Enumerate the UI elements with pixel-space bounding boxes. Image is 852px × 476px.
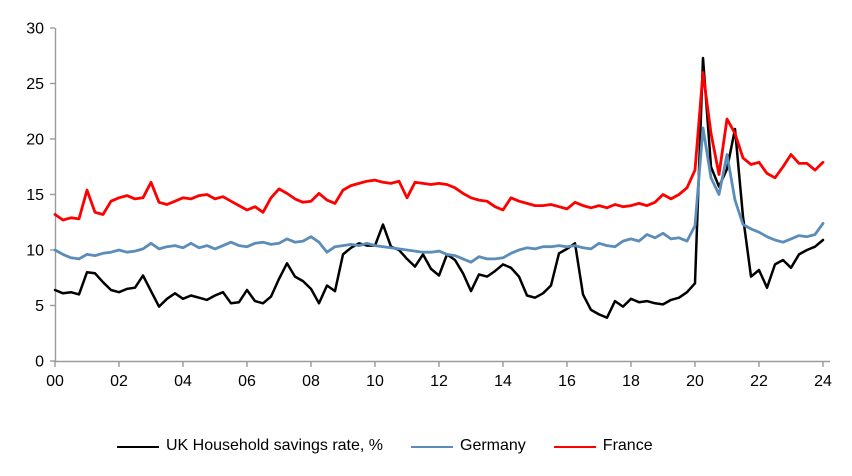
series-line-uk-household-savings-rate: [53, 56, 825, 319]
x-tick-label: 02: [110, 373, 128, 390]
legend-item-france: France: [553, 437, 653, 456]
x-tick-label: 24: [814, 373, 832, 390]
y-tick-label: 30: [26, 21, 44, 38]
x-tick-label: 04: [174, 373, 192, 390]
x-tick-label: 14: [494, 373, 512, 390]
x-tick-label: 08: [302, 373, 320, 390]
line-chart-canvas: 0 5 10 15 20 25 30 00 02 04 06 08 10 12 14 16 18 20 22 24: [26, 21, 832, 391]
legend-label-germany: Germany: [460, 437, 526, 454]
x-tick-label: 12: [430, 373, 448, 390]
x-tick-label: 16: [558, 373, 576, 390]
y-tick-label: 25: [26, 76, 44, 93]
x-tick-label: 10: [366, 373, 384, 390]
y-tick-label: 0: [35, 354, 44, 371]
x-tick-label: 00: [46, 373, 64, 390]
y-tick-label: 20: [26, 132, 44, 149]
y-tick-label: 15: [26, 187, 44, 204]
y-tick-label: 10: [26, 243, 44, 260]
series-line-germany: [53, 126, 825, 264]
x-tick-label: 22: [750, 373, 768, 390]
germany-line-swatch: [411, 446, 453, 448]
france-line-swatch: [553, 446, 596, 448]
series-line-france: [53, 71, 825, 222]
legend-item-germany: Germany: [411, 438, 526, 456]
uk-line-swatch: [117, 446, 159, 448]
x-tick-label: 18: [622, 373, 640, 390]
x-tick-label: 06: [238, 373, 256, 390]
chart-legend: UK Household savings rate, % Germany Fra…: [0, 438, 852, 456]
y-tick-label: 5: [35, 298, 44, 315]
legend-label-france: France: [602, 437, 653, 454]
legend-item-uk: UK Household savings rate, %: [117, 438, 383, 456]
legend-label-uk: UK Household savings rate, %: [166, 437, 383, 454]
x-tick-label: 20: [686, 373, 704, 390]
